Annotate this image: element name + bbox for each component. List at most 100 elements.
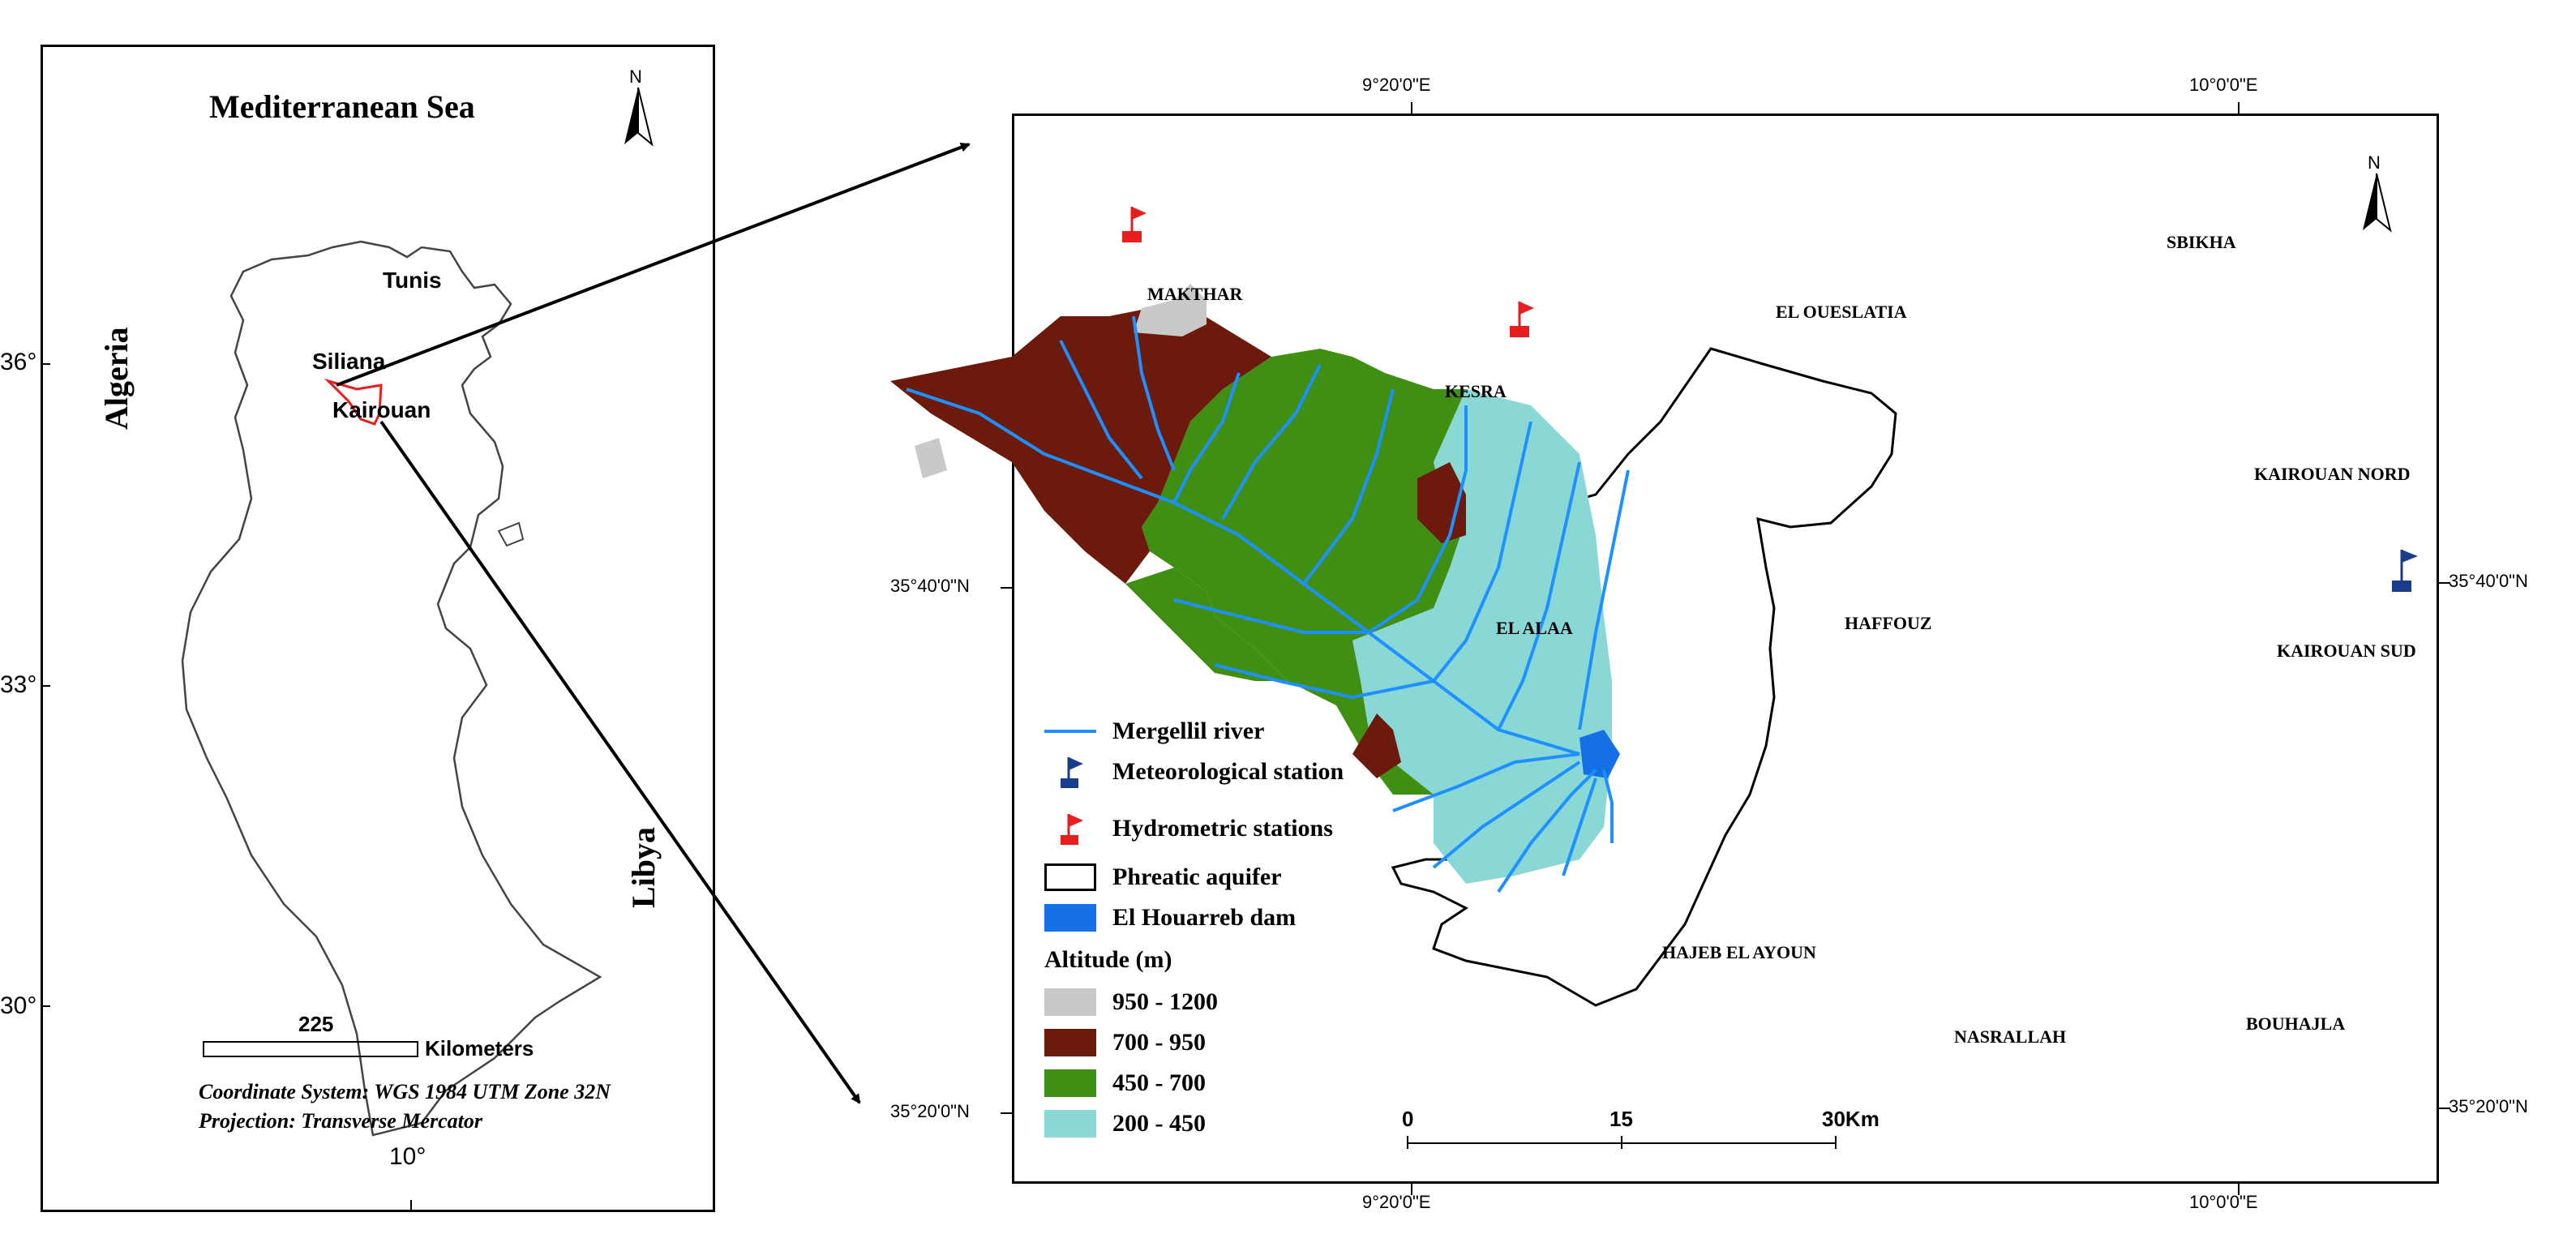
inset-lat-tick-36: [41, 363, 50, 365]
inset-lat-tick-30: [41, 1005, 50, 1007]
projection-text: Projection: Transverse Mercator: [199, 1109, 482, 1133]
city-tunis: Tunis: [383, 268, 442, 293]
city-kairouan: Kairouan: [332, 397, 431, 422]
inset-scale-bar: 225 Kilometers: [203, 1012, 608, 1060]
altitude-700-950: [890, 308, 1271, 584]
altitude-swatch-1: [1044, 988, 1096, 1016]
right-lat-label-2: 35°20'0"N: [2449, 1096, 2528, 1116]
legend-met-station: Meteorological station: [1044, 754, 1344, 790]
legend-altitude-2: 700 - 950: [1044, 1025, 1206, 1060]
tunisia-outline: [181, 240, 602, 1137]
right-lat-tick-2: [2439, 1108, 2450, 1109]
scale-tick-15: [1621, 1136, 1622, 1149]
legend-river: Mergellil river: [1044, 713, 1264, 749]
altitude-450-700: [1142, 349, 1466, 795]
legend-aquifer: Phreatic aquifer: [1044, 859, 1282, 895]
mergellil-river-network: [906, 315, 1630, 893]
legend-altitude-title: Altitude (m): [1044, 942, 1172, 978]
place-haffouz: HAFFOUZ: [1845, 613, 1932, 633]
altitude-swatch-3: [1044, 1069, 1096, 1097]
scale-tick-0: [1407, 1136, 1408, 1149]
inset-lat-tick-33: [41, 685, 50, 687]
altitude-label-2: 700 - 950: [1112, 1029, 1206, 1056]
place-kairouan-sud: KAIROUAN SUD: [2277, 641, 2416, 661]
place-nasrallah: NASRALLAH: [1954, 1026, 2067, 1047]
inset-lon-10: 10°: [389, 1143, 426, 1170]
legend-dam-label: El Houarreb dam: [1112, 904, 1297, 931]
legend-aquifer-label: Phreatic aquifer: [1112, 863, 1282, 890]
inset-lat-36: 36°: [0, 349, 37, 375]
hydrometric-station-1: [1122, 207, 1147, 242]
bottom-lon-label-2: 10°0'0"E: [2189, 1192, 2258, 1212]
aquifer-swatch: [1044, 863, 1096, 891]
hydrometric-station-2: [1510, 302, 1534, 337]
right-lat-tick-1: [2439, 582, 2450, 584]
legend-hydro-station-label: Hydrometric stations: [1112, 815, 1333, 842]
legend-altitude-4: 200 - 450: [1044, 1106, 1206, 1142]
north-arrow-icon: [2363, 173, 2392, 233]
legend-dam: El Houarreb dam: [1044, 900, 1296, 936]
main-north-arrow: N: [2356, 152, 2397, 234]
inset-scale-unit: Kilometers: [425, 1036, 534, 1060]
left-lat-tick-1: [1001, 587, 1012, 589]
legend-met-station-label: Meteorological station: [1112, 758, 1344, 785]
hydro-station-flag-icon: [1061, 814, 1083, 845]
legend-river-label: Mergellil river: [1112, 718, 1265, 744]
legend: Mergellil river Meteorological station H…: [1044, 713, 1425, 1168]
altitude-200-450: [1352, 389, 1612, 884]
el-houarreb-dam: [1579, 730, 1620, 778]
river-line-icon: [1044, 730, 1096, 733]
legend-altitude-3: 450 - 700: [1044, 1065, 1206, 1101]
right-lat-label-1: 35°40'0"N: [2449, 571, 2528, 591]
place-el-alaa: EL ALAA: [1496, 618, 1573, 638]
top-lon-label-2: 10°0'0"E: [2189, 75, 2258, 95]
place-kairouan-nord: KAIROUAN NORD: [2254, 464, 2411, 484]
bottom-lon-tick-1: [1411, 1184, 1412, 1195]
altitude-700-950-south: [1352, 713, 1401, 778]
north-arrow-icon: [624, 87, 654, 147]
top-lon-tick-1: [1411, 102, 1412, 114]
coordinate-system-text: Coordinate System: WGS 1984 UTM Zone 32N: [199, 1080, 611, 1103]
scale-label-30km: 30Km: [1822, 1107, 1879, 1131]
altitude-450-700-south: [1125, 568, 1288, 681]
meteorological-station-kairouan: [2392, 550, 2418, 592]
inset-scale-box: [203, 1041, 418, 1057]
top-lon-label-1: 9°20'0"E: [1362, 75, 1431, 95]
place-sbikha: SBIKHA: [2167, 232, 2236, 252]
legend-altitude-1: 950 - 1200: [1044, 984, 1218, 1020]
inset-map-frame: [41, 45, 715, 1212]
legend-hydro-station: Hydrometric stations: [1044, 811, 1333, 846]
inset-north-label: N: [629, 66, 642, 87]
altitude-swatch-2: [1044, 1029, 1096, 1056]
inset-lat-33: 33°: [0, 671, 37, 698]
left-lat-tick-2: [1001, 1112, 1012, 1114]
left-lat-label-1: 35°40'0"N: [890, 576, 970, 596]
scale-label-0: 0: [1402, 1107, 1414, 1131]
sea-label: Mediterranean Sea: [209, 88, 475, 125]
place-el-oueslatia: EL OUESLATIA: [1776, 302, 1907, 322]
met-station-flag-icon: [1061, 757, 1083, 788]
scale-label-15: 15: [1609, 1107, 1633, 1131]
bottom-lon-label-1: 9°20'0"E: [1362, 1192, 1431, 1212]
scale-tick-30: [1835, 1136, 1837, 1149]
altitude-swatch-4: [1044, 1110, 1096, 1138]
inset-north-arrow: N: [618, 66, 658, 148]
inset-scale-value: 225: [298, 1012, 334, 1036]
left-lat-label-2: 35°20'0"N: [890, 1101, 970, 1121]
altitude-label-1: 950 - 1200: [1112, 988, 1218, 1015]
altitude-label-4: 200 - 450: [1112, 1110, 1206, 1137]
inset-lon-tick-10: [410, 1200, 412, 1211]
place-bouhajla: BOUHAJLA: [2246, 1013, 2346, 1034]
altitude-title: Altitude (m): [1044, 946, 1172, 973]
inset-lat-30: 30°: [0, 992, 37, 1019]
bottom-lon-tick-2: [2238, 1184, 2240, 1195]
main-scale-bar: 0 15 30Km: [1402, 1107, 1893, 1155]
top-lon-tick-2: [2238, 102, 2240, 114]
altitude-950-1200: [1134, 284, 1207, 336]
main-north-label: N: [2368, 152, 2381, 173]
place-hajeb-el-ayoun: HAJEB EL AYOUN: [1662, 942, 1816, 962]
dam-swatch: [1044, 904, 1096, 932]
altitude-950-1200-west: [915, 438, 947, 478]
watershed-map: [890, 207, 2418, 1007]
